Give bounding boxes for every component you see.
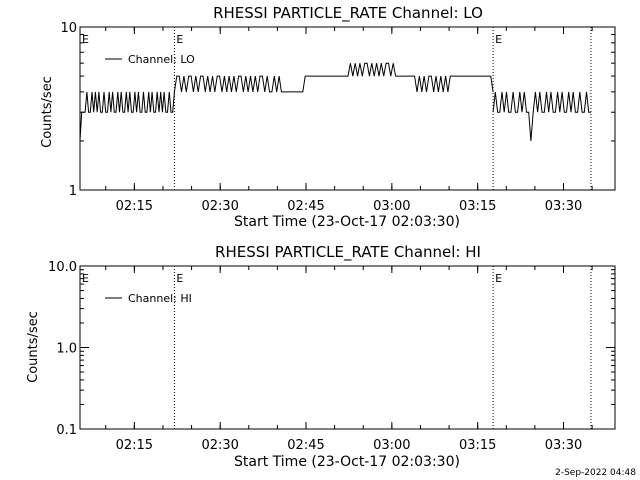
hi-chart-title: RHESSI PARTICLE_RATE Channel: HI — [215, 243, 481, 262]
event-marker-label: E — [82, 272, 89, 285]
x-tick-label: 02:30 — [201, 199, 238, 214]
event-marker-label: E — [176, 33, 183, 46]
hi-y-axis-label: Counts/sec — [26, 311, 41, 383]
x-tick-label: 02:45 — [287, 438, 324, 453]
series-line-segment — [79, 91, 175, 141]
lo-chart-title: RHESSI PARTICLE_RATE Channel: LO — [213, 4, 483, 23]
lo-x-axis-label: Start Time (23-Oct-17 02:03:30) — [234, 214, 460, 230]
series-line-segment — [173, 62, 494, 93]
event-marker-label: E — [495, 272, 502, 285]
event-marker-label: E — [495, 33, 502, 46]
y-tick-label: 0.1 — [56, 423, 77, 438]
x-tick-label: 03:15 — [459, 438, 496, 453]
hi-legend-label: Channel: HI — [128, 292, 192, 305]
y-tick-label: 1.0 — [56, 342, 77, 357]
lo-legend-label: Channel: LO — [128, 53, 195, 66]
hi-x-ticks: 02:15 02:30 02:45 03:00 03:15 03:30 — [105, 266, 593, 453]
lo-plot-frame — [79, 26, 616, 191]
x-tick-label: 02:45 — [287, 199, 324, 214]
hi-event-markers: E EE — [82, 266, 592, 429]
x-tick-label: 03:15 — [459, 199, 496, 214]
event-marker-label: E — [176, 272, 183, 285]
hi-legend: Channel: HI — [105, 292, 192, 305]
event-marker-label: E — [82, 33, 89, 46]
y-tick-label: 1 — [69, 184, 77, 199]
lo-y-ticks: 1 10 — [60, 21, 615, 199]
x-tick-label: 03:30 — [545, 438, 582, 453]
lo-channel-panel: RHESSI PARTICLE_RATE Channel: LO Counts/… — [40, 4, 616, 230]
lo-series-group — [79, 62, 591, 141]
lo-x-ticks: 02:15 02:30 02:45 03:00 03:15 03:30 — [105, 27, 593, 214]
x-tick-label: 02:15 — [116, 199, 153, 214]
lo-legend: Channel: LO — [105, 53, 195, 66]
hi-channel-panel: RHESSI PARTICLE_RATE Channel: HI Counts/… — [26, 243, 616, 470]
x-tick-label: 02:30 — [201, 438, 238, 453]
x-tick-label: 03:00 — [373, 438, 410, 453]
hi-y-ticks: 0.1 1.0 10.0 — [48, 260, 615, 438]
x-tick-label: 03:30 — [545, 199, 582, 214]
y-tick-label: 10.0 — [48, 260, 77, 275]
date-stamp: 2-Sep-2022 04:48 — [555, 468, 636, 478]
y-tick-label: 10 — [60, 21, 77, 36]
x-tick-label: 03:00 — [373, 199, 410, 214]
hi-x-axis-label: Start Time (23-Oct-17 02:03:30) — [234, 454, 460, 470]
x-tick-label: 02:15 — [116, 438, 153, 453]
lo-y-axis-label: Counts/sec — [40, 76, 55, 148]
series-line-segment — [492, 91, 591, 141]
